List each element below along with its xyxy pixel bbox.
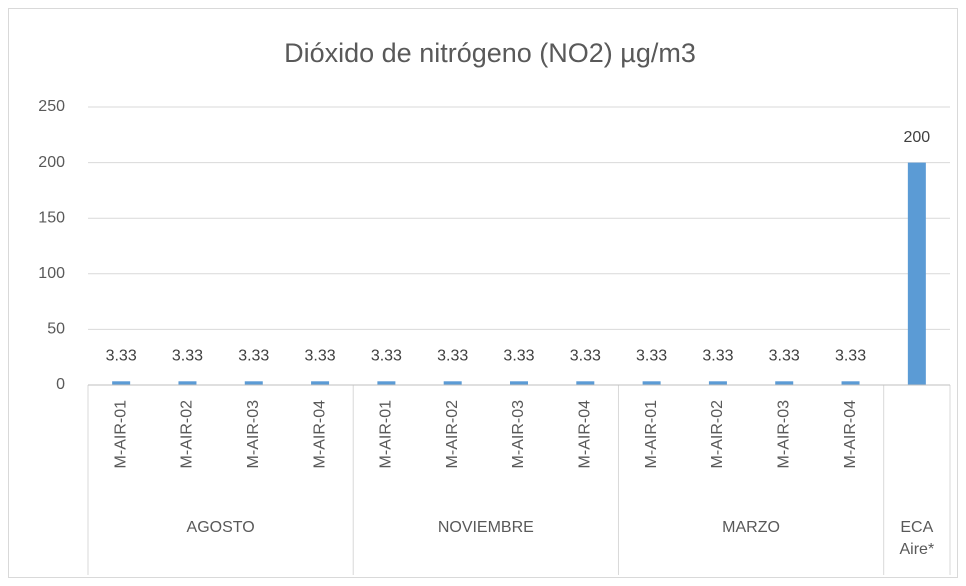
bar (907, 162, 926, 385)
y-tick-label: 250 (38, 98, 65, 115)
x-tick-label: M-AIR-02 (709, 400, 726, 469)
group-label: MARZO (722, 519, 780, 536)
value-label: 3.33 (238, 348, 269, 365)
value-label: 3.33 (636, 348, 667, 365)
value-label: 3.33 (172, 348, 203, 365)
x-tick-label: M-AIR-03 (245, 400, 262, 469)
bar (244, 381, 263, 385)
group-label: AGOSTO (186, 519, 255, 536)
bar (178, 381, 197, 385)
bar (642, 381, 661, 385)
bar (377, 381, 396, 385)
bar (775, 381, 794, 385)
bar (576, 381, 595, 385)
value-label: 3.33 (570, 348, 601, 365)
y-tick-label: 50 (47, 321, 65, 338)
x-tick-label: M-AIR-02 (444, 400, 461, 469)
chart-title: Dióxido de nitrógeno (NO2) µg/m3 (284, 38, 696, 68)
y-tick-label: 150 (38, 209, 65, 226)
y-tick-label: 0 (56, 376, 65, 393)
x-tick-label: M-AIR-04 (577, 400, 594, 469)
value-label: 3.33 (305, 348, 336, 365)
group-label: NOVIEMBRE (437, 519, 534, 536)
group-label-box: ECA Aire* (899, 519, 935, 558)
group-label-box: AGOSTO (186, 519, 255, 536)
x-tick-label: M-AIR-01 (643, 400, 660, 469)
value-label: 3.33 (371, 348, 402, 365)
value-label: 3.33 (835, 348, 866, 365)
value-label: 3.33 (106, 348, 137, 365)
x-tick-label: M-AIR-03 (775, 400, 792, 469)
y-tick-label: 100 (38, 265, 65, 282)
bar (443, 381, 462, 385)
group-label-box: NOVIEMBRE (437, 519, 534, 536)
value-label: 3.33 (503, 348, 534, 365)
x-tick-label: M-AIR-03 (510, 400, 527, 469)
value-label: 200 (903, 129, 930, 146)
x-tick-label: M-AIR-04 (842, 400, 859, 469)
chart-border (8, 8, 958, 578)
bar (510, 381, 528, 385)
group-label: ECA Aire* (899, 519, 935, 558)
x-tick-label: M-AIR-01 (378, 400, 395, 469)
x-tick-label: M-AIR-01 (112, 400, 129, 469)
value-label: 3.33 (702, 348, 733, 365)
bar (112, 381, 131, 385)
value-label: 3.33 (437, 348, 468, 365)
y-tick-label: 200 (38, 154, 65, 171)
value-label: 3.33 (769, 348, 800, 365)
bar (311, 381, 330, 385)
bar (708, 381, 727, 385)
x-tick-label: M-AIR-02 (179, 400, 196, 469)
group-label-box: MARZO (722, 519, 780, 536)
x-tick-label: M-AIR-04 (311, 400, 328, 469)
bar (841, 381, 860, 385)
